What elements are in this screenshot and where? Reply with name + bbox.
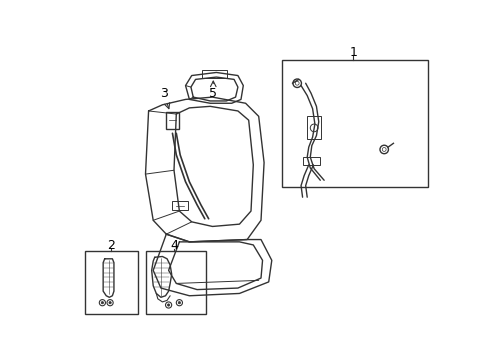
- Circle shape: [101, 302, 103, 304]
- Circle shape: [178, 302, 180, 304]
- Text: 4: 4: [170, 239, 178, 252]
- Text: 1: 1: [349, 46, 357, 59]
- Circle shape: [109, 302, 111, 304]
- Text: 5: 5: [209, 87, 217, 100]
- Bar: [303, 157, 320, 165]
- Text: 2: 2: [107, 239, 115, 252]
- Bar: [166, 112, 178, 130]
- Bar: [281, 60, 427, 187]
- Bar: [306, 116, 321, 139]
- Bar: [172, 201, 187, 210]
- Circle shape: [167, 304, 169, 306]
- Bar: [85, 251, 138, 314]
- Bar: [145, 251, 205, 314]
- Text: 3: 3: [160, 87, 167, 100]
- Bar: [202, 70, 226, 78]
